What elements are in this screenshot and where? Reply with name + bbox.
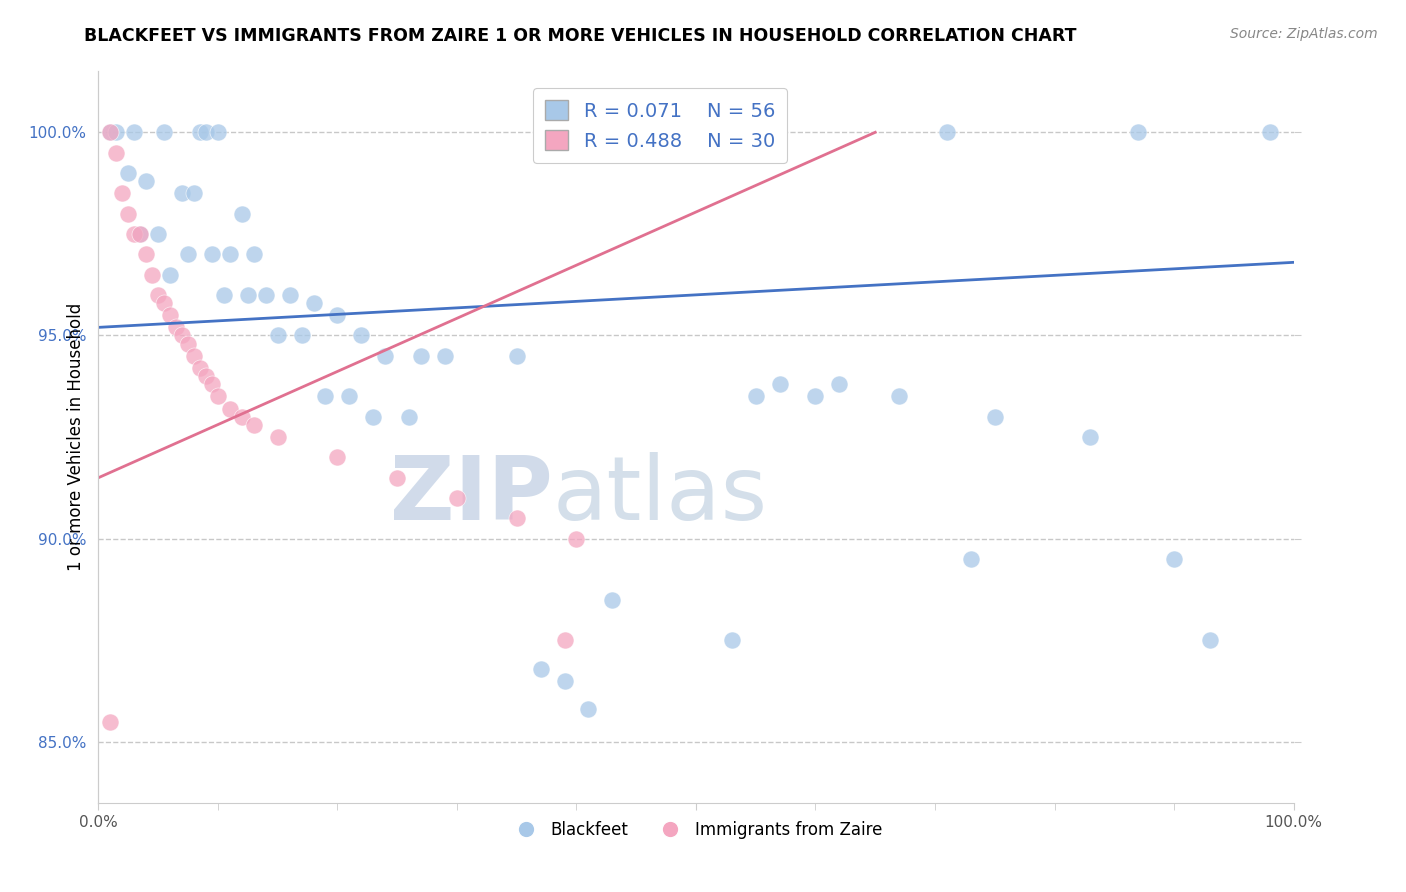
Point	[374, 349, 396, 363]
Point	[231, 206, 253, 220]
Point	[207, 389, 229, 403]
Point	[117, 166, 139, 180]
Point	[207, 125, 229, 139]
Point	[578, 702, 600, 716]
Point	[153, 125, 176, 139]
Point	[183, 186, 205, 201]
Point	[195, 369, 218, 384]
Point	[177, 247, 200, 261]
Point	[828, 377, 851, 392]
Point	[398, 409, 420, 424]
Point	[129, 227, 152, 241]
Point	[960, 552, 983, 566]
Point	[141, 268, 163, 282]
Point	[889, 389, 911, 403]
Point	[363, 409, 385, 424]
Point	[673, 125, 696, 139]
Point	[188, 361, 211, 376]
Point	[936, 125, 959, 139]
Point	[804, 389, 827, 403]
Text: ZIP: ZIP	[389, 452, 553, 539]
Point	[172, 186, 194, 201]
Point	[565, 532, 588, 546]
Point	[172, 328, 194, 343]
Y-axis label: 1 or more Vehicles in Household: 1 or more Vehicles in Household	[66, 303, 84, 571]
Point	[201, 377, 224, 392]
Point	[201, 247, 224, 261]
Point	[219, 247, 242, 261]
Point	[745, 389, 768, 403]
Point	[177, 336, 200, 351]
Point	[129, 227, 152, 241]
Point	[165, 320, 187, 334]
Point	[236, 288, 259, 302]
Point	[135, 247, 157, 261]
Point	[984, 409, 1007, 424]
Point	[326, 450, 349, 465]
Text: atlas: atlas	[553, 452, 768, 539]
Point	[506, 511, 529, 525]
Point	[350, 328, 373, 343]
Point	[219, 401, 242, 416]
Point	[339, 389, 361, 403]
Point	[769, 377, 792, 392]
Point	[153, 296, 176, 310]
Text: Source: ZipAtlas.com: Source: ZipAtlas.com	[1230, 27, 1378, 41]
Point	[105, 125, 128, 139]
Point	[661, 125, 683, 139]
Point	[98, 714, 122, 729]
Point	[602, 592, 624, 607]
Point	[554, 633, 576, 648]
Point	[1199, 633, 1222, 648]
Legend: Blackfeet, Immigrants from Zaire: Blackfeet, Immigrants from Zaire	[502, 814, 890, 846]
Point	[278, 288, 301, 302]
Point	[231, 409, 253, 424]
Point	[243, 417, 266, 432]
Point	[98, 125, 122, 139]
Point	[105, 145, 128, 160]
Point	[243, 247, 266, 261]
Point	[411, 349, 433, 363]
Point	[385, 471, 409, 485]
Point	[159, 268, 181, 282]
Point	[434, 349, 457, 363]
Point	[212, 288, 235, 302]
Point	[1258, 125, 1281, 139]
Point	[117, 206, 139, 220]
Point	[124, 125, 146, 139]
Point	[267, 430, 290, 444]
Point	[267, 328, 290, 343]
Point	[195, 125, 218, 139]
Point	[446, 491, 468, 505]
Point	[1163, 552, 1185, 566]
Point	[554, 673, 576, 688]
Point	[1128, 125, 1150, 139]
Point	[183, 349, 205, 363]
Point	[302, 296, 325, 310]
Point	[148, 288, 170, 302]
Point	[111, 186, 134, 201]
Point	[326, 308, 349, 322]
Point	[135, 174, 157, 188]
Point	[721, 633, 744, 648]
Point	[159, 308, 181, 322]
Point	[1080, 430, 1102, 444]
Point	[254, 288, 277, 302]
Point	[124, 227, 146, 241]
Point	[188, 125, 211, 139]
Point	[98, 125, 122, 139]
Point	[530, 662, 553, 676]
Point	[291, 328, 314, 343]
Point	[148, 227, 170, 241]
Point	[506, 349, 529, 363]
Point	[315, 389, 337, 403]
Text: BLACKFEET VS IMMIGRANTS FROM ZAIRE 1 OR MORE VEHICLES IN HOUSEHOLD CORRELATION C: BLACKFEET VS IMMIGRANTS FROM ZAIRE 1 OR …	[84, 27, 1077, 45]
